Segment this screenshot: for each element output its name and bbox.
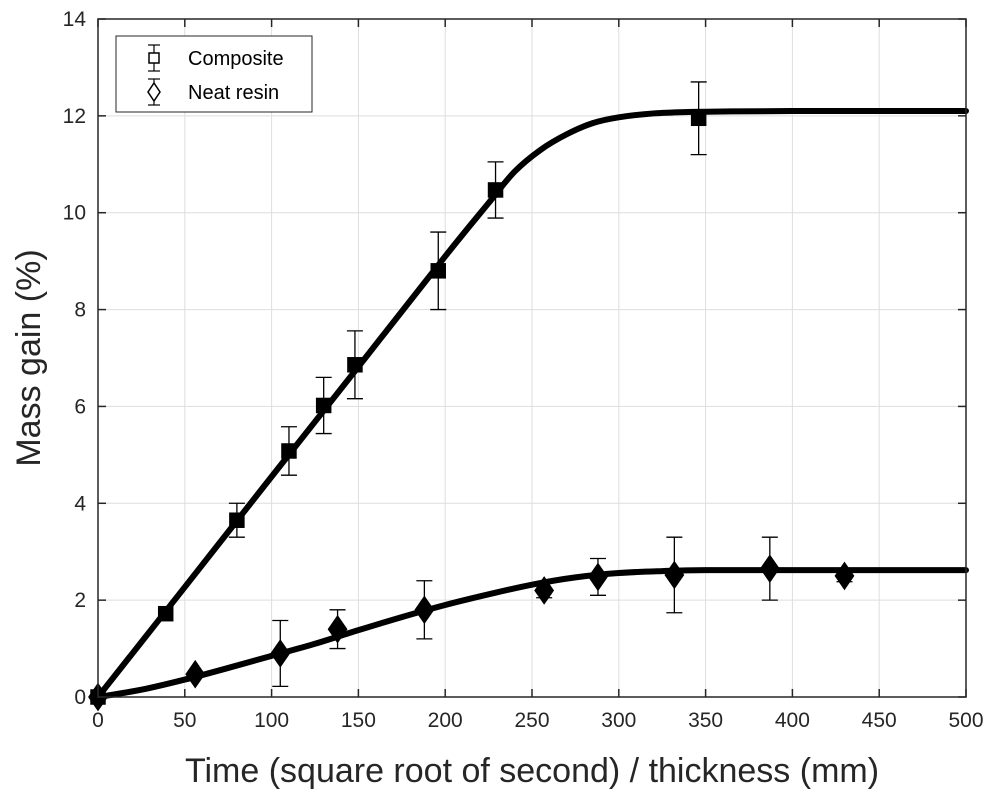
marker-composite xyxy=(347,357,363,373)
grid xyxy=(98,19,966,697)
legend-square-icon xyxy=(148,44,160,72)
x-tick-label: 100 xyxy=(254,709,289,732)
y-tick-label: 10 xyxy=(63,202,86,225)
marker-neat-resin xyxy=(664,560,685,590)
x-tick-label: 50 xyxy=(173,709,196,732)
y-tick-label: 14 xyxy=(63,8,87,31)
marker-composite xyxy=(229,512,245,528)
marker-composite xyxy=(690,110,707,127)
marker-composite xyxy=(281,443,297,459)
marker-neat-resin xyxy=(588,562,608,592)
legend-label-neat-resin: Neat resin xyxy=(188,82,279,104)
marker-composite xyxy=(430,263,447,279)
fit-curve-composite xyxy=(95,107,969,700)
x-tick-label: 150 xyxy=(341,709,376,732)
x-tick-label: 200 xyxy=(428,709,463,732)
x-tick-label: 450 xyxy=(862,709,897,732)
marker-composite xyxy=(487,182,504,198)
y-tick-label: 12 xyxy=(63,105,86,128)
legend-square-marker xyxy=(148,52,160,64)
legend-box xyxy=(115,35,313,113)
marker-neat-resin xyxy=(834,561,855,591)
fit-curve-neat-resin xyxy=(95,567,969,700)
x-tick-label: 0 xyxy=(92,709,104,732)
legend: Composite Neat resin xyxy=(115,35,313,113)
x-tick-label: 400 xyxy=(775,709,810,732)
y-tick-label: 8 xyxy=(74,299,86,322)
marker-composite xyxy=(157,605,174,622)
y-tick-label: 0 xyxy=(74,686,86,709)
x-tick-label: 350 xyxy=(688,709,723,732)
marker-neat-resin xyxy=(327,614,348,644)
y-tick-label: 6 xyxy=(74,395,86,418)
marker-neat-resin xyxy=(759,554,780,583)
fit-curves xyxy=(95,107,969,700)
y-axis-title: Mass gain (%) xyxy=(10,249,48,466)
legend-diamond-icon xyxy=(147,78,161,106)
marker-neat-resin xyxy=(414,595,435,625)
y-tick-label: 2 xyxy=(74,589,86,612)
axis-ticks: 0 50 100 150 200 250 300 350 400 450 500 0 2 4 6 8 10 12 1… xyxy=(63,8,984,732)
marker-neat-resin xyxy=(534,576,555,605)
y-tick-label: 4 xyxy=(74,492,86,515)
marker-composite xyxy=(315,397,332,414)
legend-diamond-marker xyxy=(147,81,161,103)
x-tick-label: 300 xyxy=(601,709,636,732)
x-axis-title: Time (square root of second) / thickness… xyxy=(185,752,879,790)
legend-entry-neat-resin: Neat resin xyxy=(147,78,279,106)
marker-neat-resin xyxy=(185,659,206,689)
marker-neat-resin xyxy=(270,639,291,668)
legend-entry-composite: Composite xyxy=(148,44,284,72)
data-markers xyxy=(88,110,855,712)
x-tick-label: 250 xyxy=(514,709,549,732)
x-tick-label: 500 xyxy=(948,709,983,732)
legend-label-composite: Composite xyxy=(188,48,284,70)
